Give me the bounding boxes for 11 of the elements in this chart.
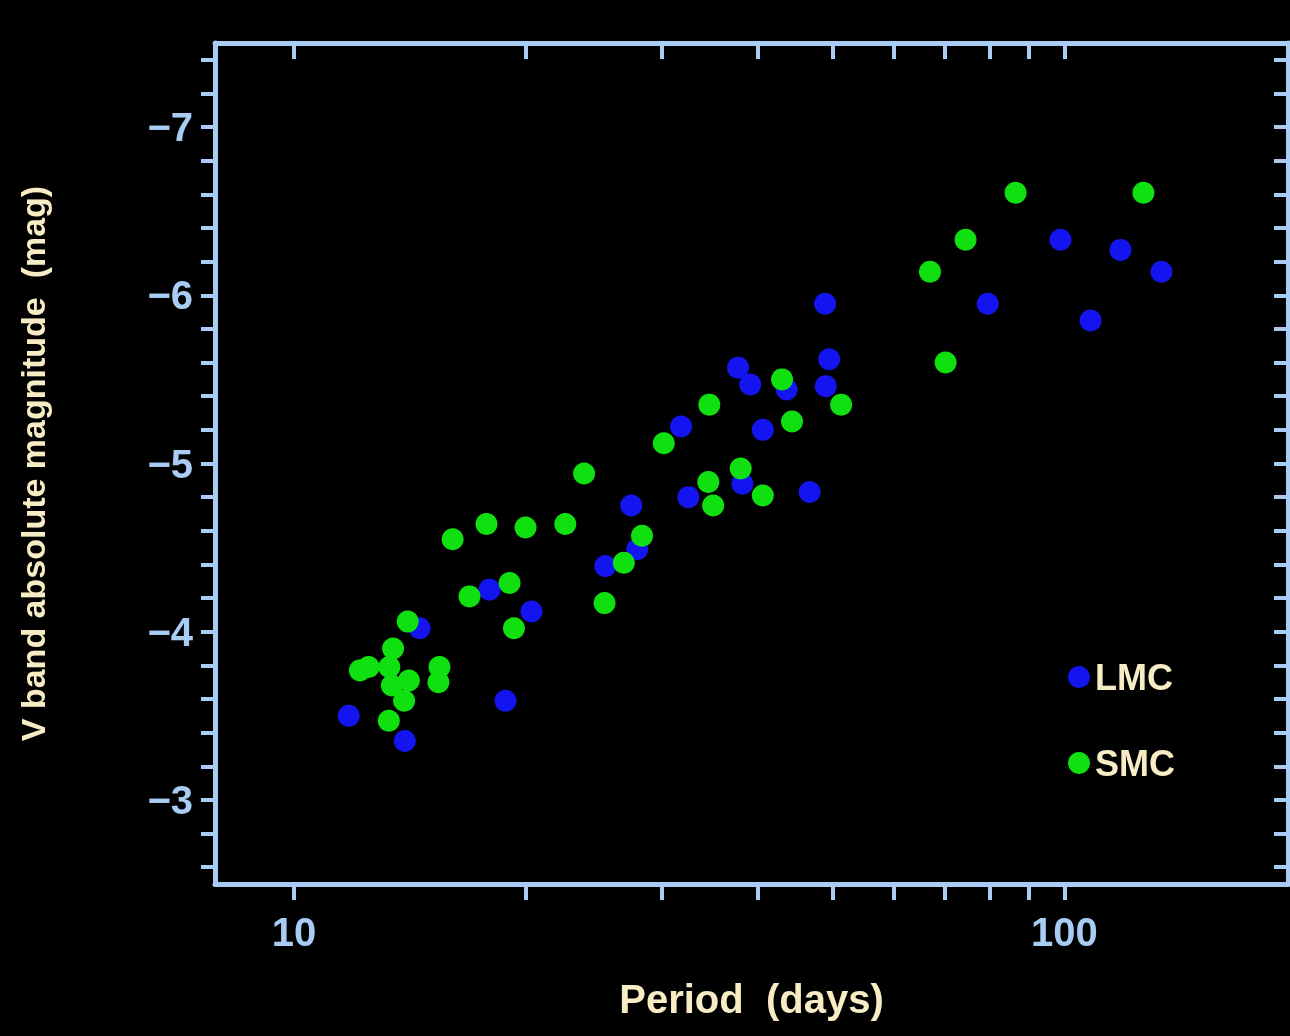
x-tick-label: 100 <box>1031 910 1098 954</box>
y-tick-label: −4 <box>147 609 194 654</box>
y-tick-label: −3 <box>147 777 193 822</box>
y-axis-title: V band absolute magnitude (mag) <box>14 185 52 742</box>
legend-label: LMC <box>1095 656 1173 698</box>
x-axis-title: Period (days) <box>619 977 884 1021</box>
legend-label: SMC <box>1095 742 1175 784</box>
x-tick-label: 10 <box>271 910 317 954</box>
y-tick-label: −5 <box>147 441 193 486</box>
y-tick-label: −7 <box>147 105 193 150</box>
y-tick-label: −6 <box>147 273 193 318</box>
